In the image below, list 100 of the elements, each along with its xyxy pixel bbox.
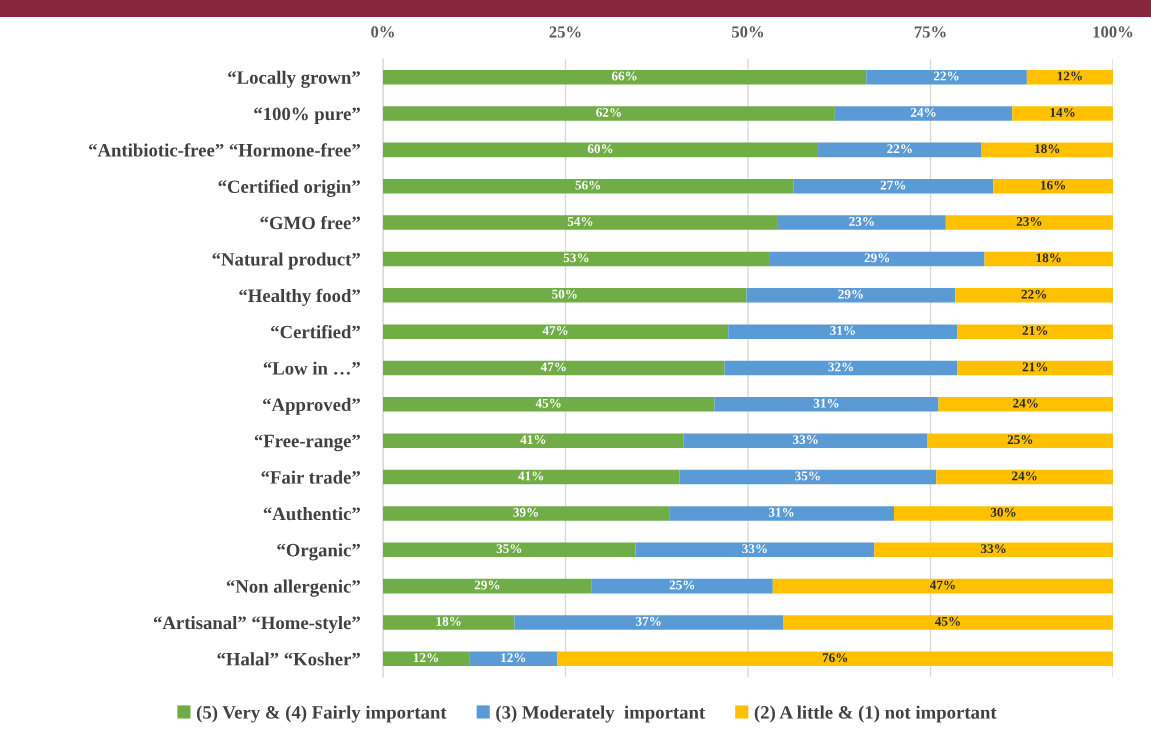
bar [927, 433, 1113, 448]
data-label: 66% [611, 71, 637, 81]
data-label: 54% [567, 216, 593, 226]
x-tick-label: 25% [549, 26, 581, 38]
data-label: 25% [669, 580, 695, 590]
bar [557, 651, 1113, 667]
x-tick-label: 0% [371, 26, 394, 38]
data-label: 12% [501, 653, 526, 663]
data-label: 76% [822, 653, 848, 663]
bar [834, 106, 1013, 121]
bar [383, 433, 684, 448]
bar [635, 542, 875, 558]
data-label: 30% [990, 507, 1016, 517]
data-label: 21% [1022, 326, 1048, 335]
data-label: 31% [768, 507, 794, 517]
bar [383, 251, 770, 267]
bar [383, 360, 725, 376]
data-label: 24% [910, 107, 936, 117]
bar [772, 578, 1113, 594]
bar [818, 142, 982, 158]
data-label: 47% [929, 580, 955, 590]
data-label: 41% [518, 471, 544, 481]
y-tick-label: “Fair trade” [261, 470, 360, 484]
data-label: 37% [636, 616, 661, 626]
y-tick-label: “Free-range” [254, 434, 360, 452]
bar [938, 397, 1113, 412]
bar [769, 251, 985, 267]
data-label: 31% [830, 326, 855, 335]
bar [724, 360, 958, 376]
bar [783, 615, 1113, 630]
data-label: 47% [542, 326, 568, 335]
bar [894, 506, 1113, 521]
data-label: 12% [1057, 71, 1082, 81]
data-label: 35% [795, 471, 820, 481]
data-label: 18% [1036, 253, 1061, 263]
data-label: 18% [1035, 144, 1060, 154]
legend-label: (3) Moderately important [496, 705, 706, 723]
bar [383, 106, 835, 121]
bar [1026, 69, 1113, 85]
bar [383, 397, 715, 412]
data-label: 22% [887, 144, 912, 154]
data-label: 24% [1012, 471, 1037, 481]
y-tick-label: “Low in …” [263, 361, 360, 375]
legend-label: (2) A little & (1) not important [754, 705, 997, 723]
bar [591, 578, 773, 594]
bar [1012, 106, 1113, 121]
bar [514, 615, 784, 630]
x-tick-label: 100% [1093, 26, 1133, 38]
y-tick-label: “Approved” [263, 397, 360, 415]
y-tick-label: “Authentic” [263, 506, 360, 521]
bar [669, 506, 894, 521]
data-label: 60% [587, 144, 613, 154]
data-label: 41% [520, 435, 546, 445]
bar [936, 469, 1113, 485]
data-label: 29% [864, 253, 890, 263]
bar [714, 397, 939, 412]
y-tick-label: “Organic” [277, 543, 360, 561]
data-label: 33% [742, 544, 767, 554]
y-tick-label: “Non allergenic” [226, 579, 360, 597]
bar [383, 506, 670, 521]
bar [945, 215, 1113, 230]
data-label: 16% [1041, 180, 1066, 190]
bar [683, 433, 928, 448]
bar [383, 651, 470, 667]
data-label: 32% [828, 362, 854, 372]
data-label: 45% [535, 398, 561, 408]
data-label: 31% [813, 398, 839, 408]
x-tick-label: 75% [914, 26, 946, 38]
bar [383, 142, 819, 158]
y-tick-label: “Halal” “Kosher” [217, 652, 360, 666]
data-label: 62% [596, 107, 621, 117]
bar [383, 178, 794, 194]
data-label: 22% [1021, 289, 1047, 299]
data-label: 45% [935, 616, 960, 626]
y-tick-label: “100% pure” [254, 107, 360, 125]
data-label: 33% [980, 544, 1006, 554]
bar [383, 542, 636, 558]
bar [383, 69, 867, 85]
data-label: 23% [849, 216, 874, 226]
bar [383, 324, 729, 339]
x-tick-label: 50% [732, 26, 764, 38]
data-label: 53% [563, 253, 589, 263]
legend-label: (5) Very & (4) Fairly important [196, 705, 447, 723]
bar [383, 288, 747, 303]
data-label: 35% [496, 544, 522, 554]
bar [984, 251, 1113, 267]
bar [874, 542, 1113, 558]
data-label: 27% [880, 180, 906, 190]
data-label: 33% [792, 435, 818, 445]
data-label: 39% [513, 507, 539, 517]
data-label: 25% [1007, 435, 1033, 445]
bar [981, 142, 1113, 158]
bar [469, 651, 558, 667]
y-tick-label: “Healthy food” [239, 288, 360, 306]
bar [746, 288, 956, 303]
bar [957, 360, 1113, 376]
y-tick-label: “Natural product” [212, 252, 360, 270]
bar [793, 178, 994, 194]
y-tick-label: “Antibiotic-free” “Hormone-free” [89, 143, 360, 157]
bar [866, 69, 1027, 85]
